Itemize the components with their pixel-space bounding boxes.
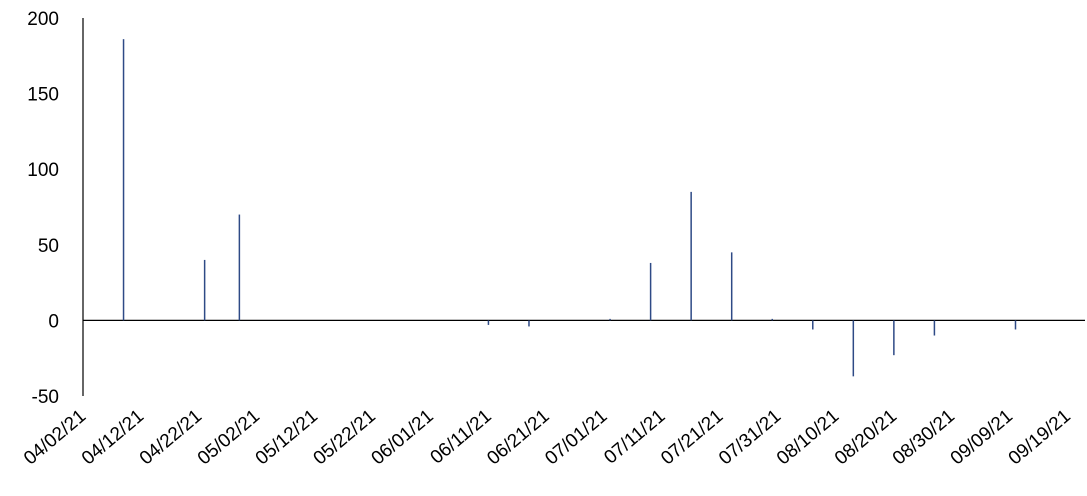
bar (487, 320, 490, 325)
bar (852, 320, 855, 377)
x-tick-label: 07/11/21 (600, 406, 669, 469)
x-tick-label: 09/19/21 (1005, 406, 1075, 470)
x-tick-label: 08/10/21 (773, 406, 843, 470)
x-tick-label: 04/02/21 (20, 406, 90, 470)
bar (238, 214, 241, 321)
x-tick-label: 07/01/21 (541, 406, 611, 470)
bar (1014, 320, 1017, 330)
bar (893, 320, 895, 356)
bar (122, 39, 125, 321)
bar (730, 252, 733, 321)
x-tick-label: 08/30/21 (889, 406, 959, 470)
bar (933, 320, 936, 336)
x-tick-label: 04/12/21 (78, 406, 148, 470)
y-tick-label: 100 (27, 160, 59, 181)
y-tick-label: -50 (32, 387, 59, 408)
x-tick-label: 04/22/21 (136, 406, 206, 470)
bar (528, 320, 530, 327)
x-tick-label: 07/31/21 (715, 406, 785, 470)
x-tick-label: 06/21/21 (483, 406, 553, 470)
bar (609, 318, 611, 321)
x-tick-label: 09/09/21 (947, 406, 1017, 470)
x-tick-label: 07/21/21 (657, 406, 727, 470)
y-tick-label: 200 (27, 9, 59, 30)
x-tick-label: 06/11/21 (427, 406, 496, 469)
x-tick-label: 06/01/21 (368, 406, 438, 470)
bar (649, 262, 652, 321)
bar (812, 320, 814, 330)
y-tick-label: 0 (48, 311, 59, 332)
y-tick-label: 150 (27, 85, 59, 106)
x-tick-label: 05/22/21 (310, 406, 380, 470)
x-tick-label: 05/02/21 (194, 406, 264, 470)
bar (690, 191, 692, 321)
x-tick-label: 08/20/21 (831, 406, 901, 470)
bar (203, 259, 206, 321)
y-tick-label: 50 (38, 236, 59, 257)
bar (771, 318, 773, 321)
x-tick-label: 05/12/21 (252, 406, 322, 470)
